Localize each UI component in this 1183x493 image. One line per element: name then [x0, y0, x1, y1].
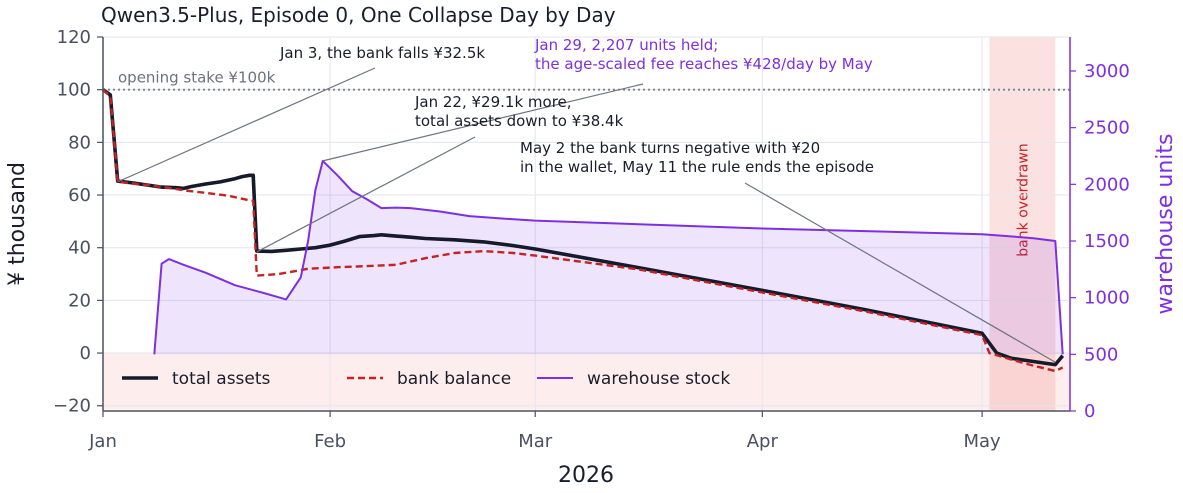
legend-label-warehouse-stock: warehouse stock [587, 369, 730, 389]
x-tick-label: Mar [518, 431, 553, 452]
axes-layer: −20 0 20 40 60 80 100 120 0 500 1000 1500 2000 2500 30… [53, 27, 1130, 452]
y2-axis-title: warehouse units [1153, 134, 1178, 315]
annotation-line: Jan 29, 2,207 units held; [534, 36, 718, 54]
annotation-line: in the wallet, May 11 the rule ends the … [520, 158, 874, 176]
y-tick-label: 60 [68, 185, 91, 206]
bank-balance-line [102, 88, 1064, 373]
y-tick-label: 0 [80, 343, 91, 364]
chart-background-layer: bank overdrawn [103, 37, 1070, 411]
annotations-layer: Jan 3, the bank falls ¥32.5k Jan 29, 2,20… [117, 36, 1056, 363]
annotation-text: May 2 the bank turns negative with ¥20 in… [520, 139, 874, 176]
overdrawn-region-label: bank overdrawn [1015, 143, 1031, 256]
series-layer [101, 88, 1065, 373]
x-tick-label: Feb [314, 431, 346, 452]
y-tick-label: −20 [53, 396, 91, 417]
y2-tick-label: 500 [1084, 344, 1118, 365]
y-tick-label: 80 [68, 132, 91, 153]
legend-label-bank-balance: bank balance [397, 369, 511, 389]
annotation-text: Jan 22, ¥29.1k more, total assets down to… [414, 93, 624, 130]
warehouse-stock-area [154, 160, 1063, 355]
annotation-leader [256, 136, 476, 253]
y2-tick-label: 0 [1084, 401, 1095, 422]
annotation-leader [117, 67, 376, 183]
y-tick-label: 20 [68, 290, 91, 311]
x-tick-label: May [963, 431, 1001, 452]
annotation-line: Jan 3, the bank falls ¥32.5k [279, 44, 485, 62]
warehouse-area-layer [154, 160, 1063, 355]
annotation-leader [744, 182, 1056, 363]
annotation-line: the age-scaled fee reaches ¥428/day by M… [535, 55, 873, 73]
y-tick-label: 100 [57, 80, 91, 101]
legend: total assets bank balance warehouse stock [122, 369, 730, 389]
warehouse-stock-line [153, 159, 1064, 355]
y2-tick-label: 2000 [1084, 174, 1130, 195]
annotation-line: Jan 22, ¥29.1k more, [414, 93, 572, 111]
chart-title: Qwen3.5-Plus, Episode 0, One Collapse Da… [101, 3, 616, 27]
annotation-text: Jan 3, the bank falls ¥32.5k [279, 44, 485, 62]
y-tick-label: 40 [68, 238, 91, 259]
annotation-text: Jan 29, 2,207 units held; the age-scaled … [534, 36, 873, 73]
annotation-leader [322, 83, 644, 162]
y-tick-label: 120 [57, 27, 91, 48]
annotation-line: May 2 the bank turns negative with ¥20 [520, 139, 820, 157]
negative-zone-band [103, 353, 1070, 410]
y2-tick-label: 3000 [1084, 61, 1130, 82]
y2-tick-label: 1000 [1084, 288, 1130, 309]
gridlines: opening stake ¥100k [102, 36, 1070, 411]
x-tick-label: Apr [747, 431, 779, 452]
y2-tick-label: 1500 [1084, 231, 1130, 252]
x-axis-title: 2026 [558, 463, 614, 488]
y2-tick-label: 2500 [1084, 118, 1130, 139]
legend-label-total-assets: total assets [172, 369, 271, 389]
annotation-line: total assets down to ¥38.4k [415, 112, 624, 130]
y-axis-title: ¥ thousand [5, 162, 30, 286]
total-assets-line [101, 88, 1065, 367]
overdrawn-region [989, 37, 1056, 411]
opening-stake-label: opening stake ¥100k [118, 69, 276, 87]
x-tick-label: Jan [88, 431, 117, 452]
